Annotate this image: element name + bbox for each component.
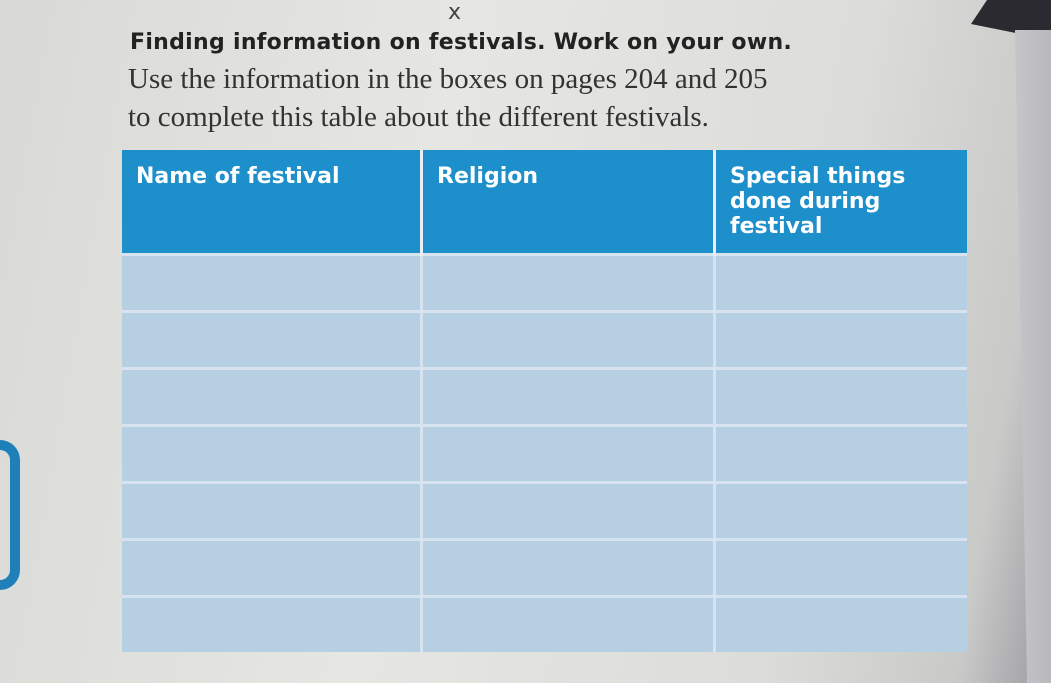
table-cell[interactable] <box>122 310 423 369</box>
instruction-line-1: Use the information in the boxes on page… <box>128 63 768 95</box>
table-cell[interactable] <box>714 481 967 540</box>
table-cell[interactable] <box>421 538 716 597</box>
table-cell[interactable] <box>714 538 967 597</box>
table-cell[interactable] <box>122 253 423 312</box>
handwritten-mark: x <box>448 0 462 25</box>
table-row <box>122 310 967 369</box>
table-cell[interactable] <box>122 424 423 483</box>
header-name-of-festival: Name of festival <box>122 150 423 255</box>
table-row <box>122 481 967 540</box>
table-row <box>122 253 967 312</box>
table-cell[interactable] <box>421 595 716 652</box>
table-row <box>122 424 967 483</box>
table-row <box>122 367 967 426</box>
instruction-line-2: to complete this table about the differe… <box>128 101 709 133</box>
table-cell[interactable] <box>122 595 423 652</box>
table-cell[interactable] <box>122 481 423 540</box>
table-cell[interactable] <box>714 595 967 652</box>
table-cell[interactable] <box>421 310 716 369</box>
table-cell[interactable] <box>421 424 716 483</box>
binding-ring <box>0 440 20 590</box>
table-row <box>122 538 967 597</box>
table-cell[interactable] <box>421 481 716 540</box>
table-row <box>122 595 967 652</box>
header-religion: Religion <box>421 150 716 255</box>
table-cell[interactable] <box>714 367 967 426</box>
table-cell[interactable] <box>421 367 716 426</box>
table-cell[interactable] <box>122 367 423 426</box>
festival-table: Name of festival Religion Special things… <box>122 150 967 652</box>
page-edge <box>1015 30 1051 683</box>
table-cell[interactable] <box>714 310 967 369</box>
table-cell[interactable] <box>714 424 967 483</box>
table-cell[interactable] <box>421 253 716 312</box>
table-cell[interactable] <box>714 253 967 312</box>
table-cell[interactable] <box>122 538 423 597</box>
table-header-row: Name of festival Religion Special things… <box>122 150 967 255</box>
header-special-things: Special things done during festival <box>714 150 967 255</box>
heading: Finding information on festivals. Work o… <box>130 30 793 55</box>
